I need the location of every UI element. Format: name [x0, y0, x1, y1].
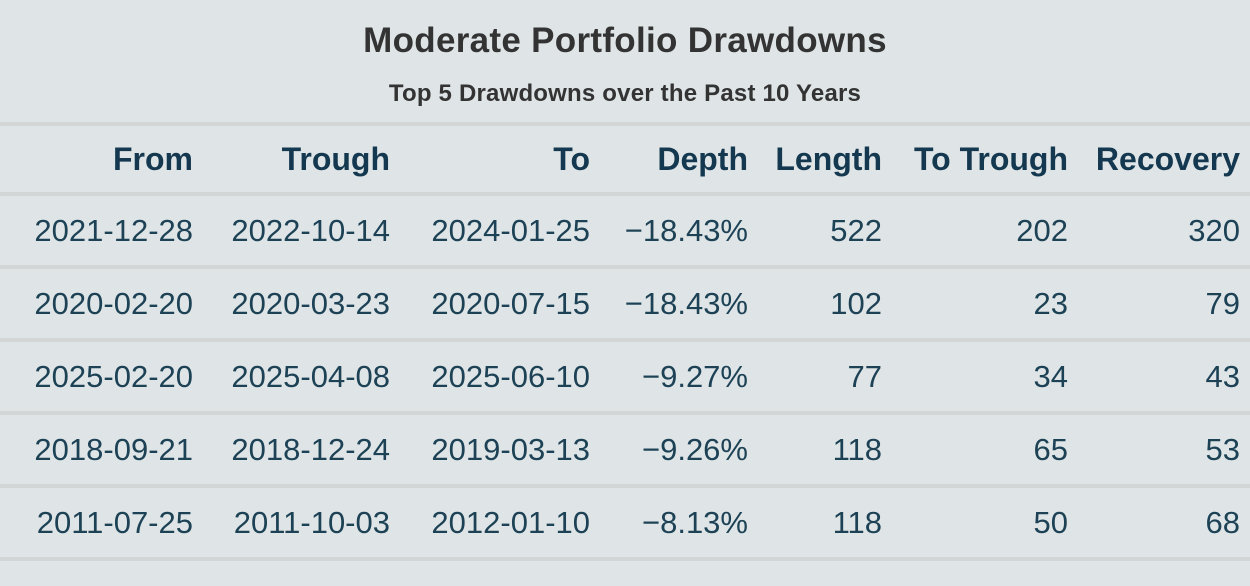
- cell-depth: −18.43%: [590, 267, 748, 342]
- page-title: Moderate Portfolio Drawdowns: [363, 21, 887, 60]
- table-row: 2025-02-20 2025-04-08 2025-06-10 −9.27% 77 34…: [0, 340, 1250, 415]
- table-header-row: From Trough To Depth Length To Trough Recovery: [0, 124, 1250, 196]
- cell-length: 77: [748, 340, 882, 415]
- cell-to: 2024-01-25: [390, 194, 590, 269]
- table-body: 2021-12-28 2022-10-14 2024-01-25 −18.43% 522…: [0, 194, 1250, 561]
- column-header-to-trough: To Trough: [882, 124, 1068, 196]
- cell-to-trough: 23: [882, 267, 1068, 342]
- column-header-recovery: Recovery: [1068, 124, 1250, 196]
- column-header-depth: Depth: [590, 124, 748, 196]
- cell-depth: −9.26%: [590, 413, 748, 488]
- cell-length: 118: [748, 486, 882, 561]
- cell-from: 2021-12-28: [0, 194, 193, 269]
- cell-trough: 2011-10-03: [193, 486, 390, 561]
- column-header-from: From: [0, 124, 193, 196]
- cell-length: 522: [748, 194, 882, 269]
- column-header-trough: Trough: [193, 124, 390, 196]
- cell-to: 2025-06-10: [390, 340, 590, 415]
- cell-depth: −9.27%: [590, 340, 748, 415]
- cell-trough: 2022-10-14: [193, 194, 390, 269]
- cell-recovery: 79: [1068, 267, 1250, 342]
- cell-from: 2018-09-21: [0, 413, 193, 488]
- cell-recovery: 53: [1068, 413, 1250, 488]
- column-header-length: Length: [748, 124, 882, 196]
- drawdowns-table: From Trough To Depth Length To Trough Recovery…: [0, 122, 1250, 561]
- page-subtitle: Top 5 Drawdowns over the Past 10 Years: [388, 80, 862, 107]
- cell-depth: −8.13%: [590, 486, 748, 561]
- cell-to-trough: 34: [882, 340, 1068, 415]
- panel-header: Moderate Portfolio Drawdowns Top 5 Drawd…: [0, 0, 1250, 122]
- table-row: 2021-12-28 2022-10-14 2024-01-25 −18.43% 522…: [0, 194, 1250, 269]
- cell-recovery: 43: [1068, 340, 1250, 415]
- column-header-to: To: [390, 124, 590, 196]
- cell-to: 2020-07-15: [390, 267, 590, 342]
- cell-recovery: 320: [1068, 194, 1250, 269]
- cell-to-trough: 50: [882, 486, 1068, 561]
- cell-trough: 2020-03-23: [193, 267, 390, 342]
- table-row: 2018-09-21 2018-12-24 2019-03-13 −9.26% 118 6…: [0, 413, 1250, 488]
- cell-from: 2020-02-20: [0, 267, 193, 342]
- cell-to-trough: 202: [882, 194, 1068, 269]
- cell-to: 2012-01-10: [390, 486, 590, 561]
- cell-from: 2025-02-20: [0, 340, 193, 415]
- cell-trough: 2018-12-24: [193, 413, 390, 488]
- table-row: 2011-07-25 2011-10-03 2012-01-10 −8.13% 118 5…: [0, 486, 1250, 561]
- cell-to: 2019-03-13: [390, 413, 590, 488]
- cell-to-trough: 65: [882, 413, 1068, 488]
- cell-recovery: 68: [1068, 486, 1250, 561]
- cell-from: 2011-07-25: [0, 486, 193, 561]
- cell-length: 102: [748, 267, 882, 342]
- cell-trough: 2025-04-08: [193, 340, 390, 415]
- table-row: 2020-02-20 2020-03-23 2020-07-15 −18.43% 102…: [0, 267, 1250, 342]
- cell-depth: −18.43%: [590, 194, 748, 269]
- cell-length: 118: [748, 413, 882, 488]
